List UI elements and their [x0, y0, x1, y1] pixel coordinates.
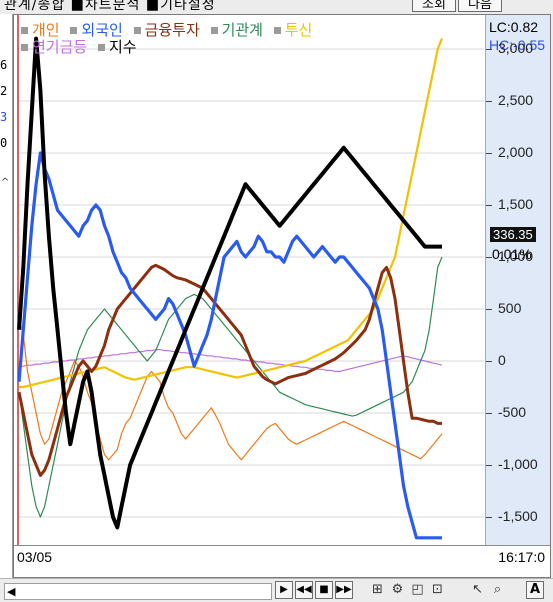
y-tick-label: -500	[498, 404, 527, 420]
y-tick-mark	[486, 49, 492, 50]
date-label: 03/05	[17, 549, 53, 565]
series-line-연기금등	[19, 349, 443, 372]
y-tick-label: 1,000	[498, 248, 534, 264]
legend-item-gaein[interactable]: 개인	[21, 21, 60, 39]
legend-square-icon	[70, 27, 78, 34]
play-button[interactable]: ▶	[275, 581, 293, 599]
legend-item-institution[interactable]: 기관계	[210, 21, 263, 39]
bottom-toolbar: ◀ ▶ ◀◀ ■ ▶▶ ⊞ ⚙ ◰ ⊡ ↖ ⌕ A	[0, 578, 553, 602]
query-button[interactable]: 조회	[412, 0, 456, 12]
forward-button[interactable]: ▶▶	[335, 581, 353, 599]
legend-label-index: 지수	[108, 38, 137, 56]
stop-button[interactable]: ■	[315, 581, 333, 599]
legend-item-financial[interactable]: 금융투자	[133, 21, 200, 39]
y-tick-mark	[486, 465, 492, 466]
series-line-기관계	[18, 256, 443, 518]
settings-icon[interactable]: ⚙	[391, 582, 404, 597]
scroll-left-icon[interactable]: ◀	[7, 585, 16, 598]
legend-row-2: 연기금등 지수	[21, 39, 318, 56]
y-tick-label: 3,000	[498, 40, 534, 56]
cursor-icon[interactable]: ↖	[472, 582, 483, 597]
legend-square-icon	[21, 44, 28, 51]
left-value-2: 3	[0, 110, 8, 124]
top-cut-text: 관계/종합 ■차트분석 ■기타설정	[4, 0, 216, 13]
series-line-외국인	[17, 151, 442, 540]
series-line-개인	[18, 319, 443, 461]
legend-label-pension: 연기금등	[32, 38, 88, 56]
y-tick-mark	[486, 153, 492, 154]
time-label: 16:17:0	[498, 549, 545, 565]
next-button[interactable]: 다음	[458, 0, 502, 12]
left-value-1: 2	[0, 84, 8, 98]
chart-frame: 개인 외국인 금융투자 기관계 투신 연기금등 지수 LC:0.82 HC:-0…	[13, 14, 551, 578]
pct-label: 0.01%	[492, 246, 532, 262]
lc-label: LC:0.82	[489, 19, 539, 35]
legend: 개인 외국인 금융투자 기관계 투신 연기금등 지수	[21, 22, 318, 56]
legend-label-trust: 투신	[284, 21, 313, 39]
y-tick-label: 2,000	[498, 144, 534, 160]
zoom-icon[interactable]: ⌕	[493, 582, 502, 597]
y-tick-mark	[486, 413, 492, 414]
rewind-button[interactable]: ◀◀	[295, 581, 313, 599]
legend-square-icon	[133, 27, 141, 34]
left-value-panel: 6 2 3 0 ^	[0, 14, 13, 580]
y-tick-label: 500	[498, 300, 522, 316]
y-tick-label: 1,500	[498, 196, 534, 212]
chart-svg	[17, 15, 484, 545]
y-axis-panel: LC:0.82 HC:-0.55 3,000 2,500 2,000 1,500 1,0…	[485, 15, 550, 545]
legend-square-icon	[210, 27, 218, 34]
left-scroll-up-icon[interactable]: ^	[1, 177, 10, 188]
legend-label-foreign: 외국인	[81, 21, 123, 39]
y-tick-label: 0	[498, 352, 506, 368]
legend-label-gaein: 개인	[32, 21, 60, 39]
legend-row-1: 개인 외국인 금융투자 기관계 투신	[21, 22, 318, 39]
legend-item-index[interactable]: 지수	[97, 38, 137, 56]
y-tick-mark	[486, 205, 492, 206]
left-value-3: 0	[0, 136, 8, 150]
y-tick-mark	[486, 257, 492, 258]
legend-square-icon	[273, 27, 281, 34]
chart-icon[interactable]: ⊡	[432, 582, 443, 597]
left-value-0: 6	[0, 58, 8, 72]
y-tick-mark	[486, 309, 492, 310]
legend-item-foreign[interactable]: 외국인	[70, 21, 123, 39]
y-tick-mark	[486, 101, 492, 102]
price-tag: 336.35	[490, 227, 536, 242]
legend-square-icon	[97, 44, 105, 51]
legend-item-pension[interactable]: 연기금등	[21, 38, 87, 56]
series-line-금융투자	[17, 263, 442, 477]
horizontal-scrollbar[interactable]: ◀	[4, 583, 272, 600]
window-icon[interactable]: ◰	[411, 582, 424, 597]
x-axis-strip: 03/05 16:17:0	[14, 545, 550, 577]
top-toolbar: 관계/종합 ■차트분석 ■기타설정 조회 다음	[0, 0, 553, 14]
y-tick-mark	[486, 361, 492, 362]
y-tick-mark	[486, 517, 492, 518]
legend-label-financial: 금융투자	[144, 21, 200, 39]
plot-area[interactable]: 개인 외국인 금융투자 기관계 투신 연기금등 지수	[17, 15, 484, 545]
legend-item-trust[interactable]: 투신	[273, 21, 313, 39]
series-line-투신	[19, 38, 444, 389]
split-icon[interactable]: ⊞	[372, 582, 383, 597]
y-tick-label: -1,500	[498, 508, 538, 524]
legend-label-institution: 기관계	[221, 21, 263, 39]
y-tick-label: 2,500	[498, 92, 534, 108]
hc-label: HC:-0.55	[489, 37, 546, 53]
series-line-지수	[17, 36, 442, 530]
legend-square-icon	[21, 27, 28, 34]
y-tick-label: -1,000	[498, 456, 538, 472]
text-button[interactable]: A	[526, 581, 544, 599]
